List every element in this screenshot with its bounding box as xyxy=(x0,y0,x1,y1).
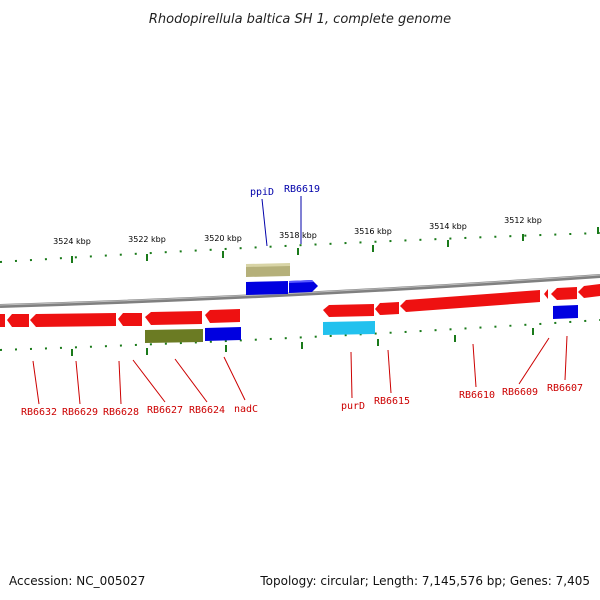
gene-label-RB6619: RB6619 xyxy=(284,184,320,195)
forward-scale-ring xyxy=(0,232,600,263)
gene-RB6629 xyxy=(30,313,116,327)
label-leader xyxy=(118,360,122,405)
genome-backbone xyxy=(0,274,600,308)
label-leader xyxy=(174,358,208,403)
gene-label-RB6627: RB6627 xyxy=(147,405,183,416)
tick-label: 3524 kbp xyxy=(53,237,91,246)
gene-nadC xyxy=(205,327,241,341)
forward-strand-features xyxy=(246,263,318,295)
tick-label: 3518 kbp xyxy=(279,231,317,240)
gene-RB6632-left xyxy=(0,314,5,327)
label-leader xyxy=(350,351,353,399)
gene-ppiD-shadow xyxy=(246,263,290,267)
tick-label: 3514 kbp xyxy=(429,222,467,231)
gene-RB6619 xyxy=(289,280,318,293)
gene-label-RB6628: RB6628 xyxy=(103,407,139,418)
gene-RB6627-rna xyxy=(145,329,203,343)
gene-label-RB6632: RB6632 xyxy=(21,407,57,418)
label-leader xyxy=(32,360,40,405)
gene-label-RB6615: RB6615 xyxy=(374,396,410,407)
gene-RB6615 xyxy=(375,302,399,315)
label-leader xyxy=(518,337,550,385)
gene-label-ppiD: ppiD xyxy=(250,187,274,198)
gene-RB6605 xyxy=(578,284,600,298)
gene-label-RB6624: RB6624 xyxy=(189,405,225,416)
label-leader xyxy=(472,343,477,388)
gene-RB6607-cds xyxy=(553,305,578,319)
label-leader xyxy=(75,360,81,405)
genome-summary-text: Topology: circular; Length: 7,145,576 bp… xyxy=(260,574,590,588)
genome-backbone-highlight xyxy=(0,274,600,306)
gene-ppiD-cds xyxy=(246,281,288,295)
gene-RB6619-highlight xyxy=(289,280,314,283)
gene-label-purD: purD xyxy=(341,401,365,412)
label-leader xyxy=(223,356,246,401)
gene-label-nadC: nadC xyxy=(234,404,258,415)
gene-RB6627 xyxy=(145,311,202,325)
major-ticks xyxy=(71,227,599,356)
reverse-gene-label-text: RB6632 RB6629 RB6628 RB6627 RB6624 nadC … xyxy=(21,383,583,418)
gene-RB6628 xyxy=(118,313,142,326)
forward-gene-labels: ppiD RB6619 xyxy=(250,184,320,247)
map-title: Rhodopirellula baltica SH 1, complete ge… xyxy=(149,12,451,27)
gene-RB6610 xyxy=(400,290,540,312)
gene-label-RB6607: RB6607 xyxy=(547,383,583,394)
label-leader xyxy=(387,349,392,394)
tick-label: 3512 kbp xyxy=(504,216,542,225)
reverse-gene-labels xyxy=(32,335,568,405)
gene-RB6607 xyxy=(551,287,577,300)
reverse-strand-features xyxy=(0,284,600,343)
label-leader xyxy=(564,335,568,381)
gene-RB6632 xyxy=(7,314,29,327)
label-leader xyxy=(261,198,268,247)
gene-RB6609 xyxy=(544,289,548,299)
tick-label: 3522 kbp xyxy=(128,235,166,244)
tick-label: 3516 kbp xyxy=(354,227,392,236)
gene-RB6624 xyxy=(205,309,240,323)
gene-purD xyxy=(323,304,374,317)
tick-labels: 3524 kbp 3522 kbp 3520 kbp 3518 kbp 3516… xyxy=(53,216,542,246)
accession-text: Accession: NC_005027 xyxy=(9,574,146,588)
reverse-scale-ring xyxy=(0,319,600,351)
tick-label: 3520 kbp xyxy=(204,234,242,243)
label-leader xyxy=(132,359,166,403)
gene-label-RB6609: RB6609 xyxy=(502,387,538,398)
gene-label-RB6610: RB6610 xyxy=(459,390,495,401)
gene-ppiD xyxy=(246,264,290,277)
gene-purD-rna xyxy=(323,321,375,335)
gene-label-RB6629: RB6629 xyxy=(62,407,98,418)
